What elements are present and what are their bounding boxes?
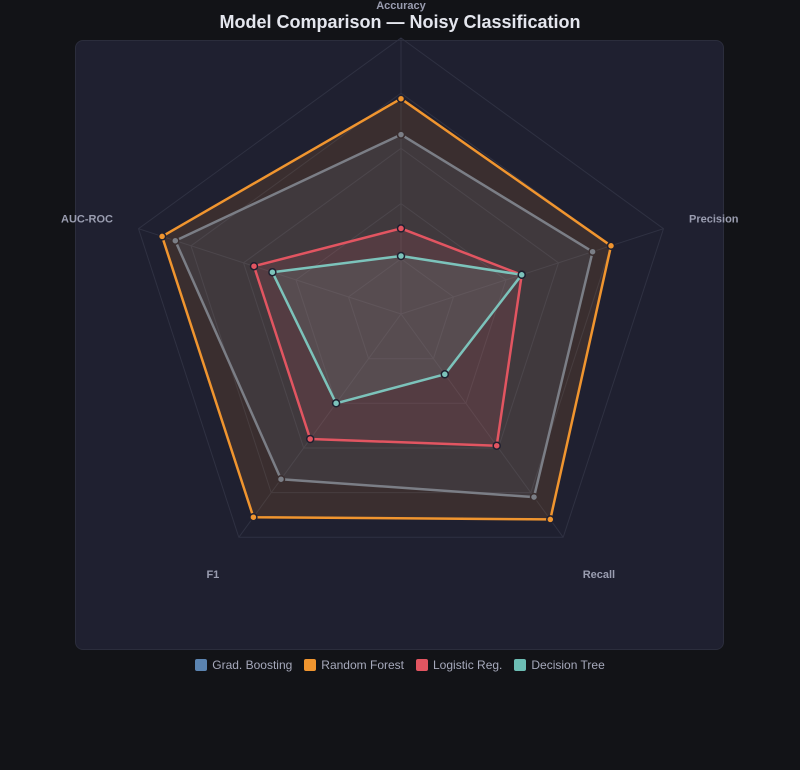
legend: Grad. Boosting Random Forest Logistic Reg.… (0, 658, 800, 672)
legend-swatch (514, 659, 527, 671)
legend-label: Logistic Reg. (433, 658, 503, 672)
data-point (157, 232, 167, 241)
chart-title: Model Comparison — Noisy Classification (219, 12, 581, 32)
axis-label-auc-roc: AUC-ROC (61, 214, 113, 226)
data-point (276, 474, 286, 484)
legend-item-random-forest[interactable]: Random Forest (304, 658, 404, 672)
grid-ring (242, 147, 560, 449)
series-area (252, 227, 523, 447)
legend-item-decision-tree[interactable]: Decision Tree (514, 658, 605, 672)
data-point (396, 224, 406, 233)
data-point (440, 370, 450, 379)
series-random-forest (157, 94, 616, 524)
legend-item-logistic-reg-[interactable]: Logistic Reg. (416, 658, 502, 672)
legend-label: Decision Tree (531, 658, 605, 672)
data-point (529, 492, 539, 502)
data-point (171, 236, 180, 245)
data-point (492, 441, 501, 450)
series-area (271, 254, 523, 405)
series-area (160, 97, 613, 521)
legend-swatch (416, 659, 428, 671)
data-point (249, 512, 258, 522)
data-point (331, 399, 341, 408)
legend-item-grad-boosting[interactable]: Grad. Boosting (195, 658, 292, 672)
data-point (305, 434, 315, 444)
series-area (174, 133, 594, 499)
data-point (396, 94, 406, 103)
radar-chart: Accuracy Precision Recall F1 AUC-ROC (61, 0, 739, 581)
axis-label-precision: Precision (689, 214, 739, 226)
data-point (517, 270, 526, 280)
grid-ring (347, 258, 455, 360)
axis-label-f-: F1 (206, 569, 219, 581)
data-point (588, 247, 597, 256)
legend-swatch (195, 659, 208, 671)
data-point (606, 241, 616, 251)
grid-spoke (400, 228, 664, 315)
legend-label: Random Forest (321, 658, 404, 672)
chart-panel (75, 40, 724, 650)
legend-label: Grad. Boosting (212, 658, 293, 672)
data-point (268, 267, 277, 277)
series-logistic-reg- (249, 224, 526, 450)
data-point (249, 261, 259, 271)
axis-label-recall: Recall (583, 569, 615, 581)
grid-spoke (238, 313, 402, 538)
series-grad-boosting (171, 130, 597, 502)
series-decision-tree (268, 251, 526, 408)
grid-ring (137, 37, 665, 538)
data-point (396, 251, 406, 261)
axis-label-accuracy: Accuracy (376, 0, 426, 12)
data-point (546, 515, 555, 524)
legend-swatch (304, 659, 317, 671)
data-point (396, 130, 406, 139)
